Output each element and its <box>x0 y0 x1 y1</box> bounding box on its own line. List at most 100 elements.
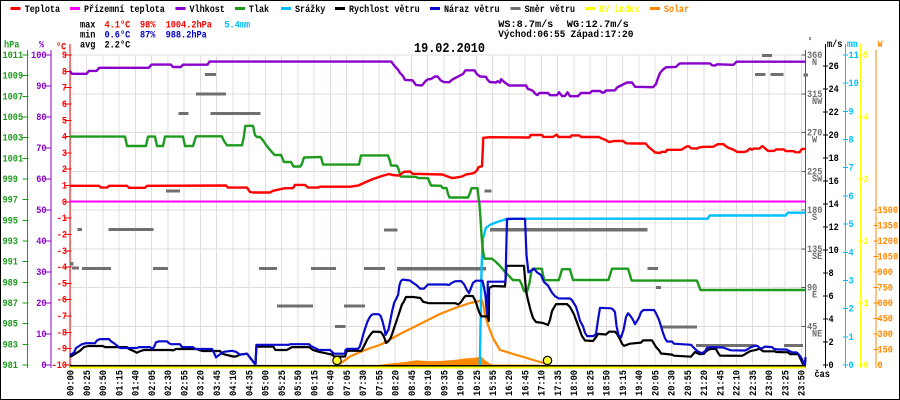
svg-text:100: 100 <box>31 51 46 62</box>
svg-text:1050: 1050 <box>878 253 899 264</box>
svg-text:993: 993 <box>3 237 18 248</box>
svg-text:5: 5 <box>864 51 869 62</box>
svg-text:1: 1 <box>62 182 67 193</box>
svg-text:45: 45 <box>807 322 817 333</box>
svg-text:-2: -2 <box>57 230 67 241</box>
svg-text:70: 70 <box>36 144 46 155</box>
svg-text:23:00: 23:00 <box>765 370 776 396</box>
svg-text:10: 10 <box>36 330 46 341</box>
svg-text:-7: -7 <box>57 312 67 323</box>
svg-text:98%: 98% <box>140 21 155 32</box>
svg-text:315: 315 <box>807 90 822 101</box>
svg-text:10:00: 10:00 <box>457 370 468 396</box>
svg-text:-1: -1 <box>57 214 67 225</box>
svg-text:min: min <box>80 30 95 42</box>
svg-text:0: 0 <box>864 361 869 372</box>
svg-text:02:30: 02:30 <box>164 370 175 396</box>
svg-text:03:20: 03:20 <box>197 370 208 396</box>
svg-text:E: E <box>812 291 817 302</box>
svg-text:30: 30 <box>36 268 46 279</box>
svg-text:1001: 1001 <box>3 154 24 165</box>
svg-text:1350: 1350 <box>878 222 899 233</box>
svg-text:20: 20 <box>36 299 46 310</box>
svg-text:40: 40 <box>36 237 46 248</box>
svg-text:50: 50 <box>36 206 46 217</box>
svg-text:UV index: UV index <box>599 4 639 16</box>
svg-text:1004.2hPa: 1004.2hPa <box>166 20 212 32</box>
svg-text:0: 0 <box>829 361 834 372</box>
svg-text:-8: -8 <box>57 328 67 339</box>
svg-text:23:25: 23:25 <box>781 370 792 396</box>
svg-text:°: ° <box>808 36 812 48</box>
svg-text:°C: °C <box>56 42 66 54</box>
svg-text:4: 4 <box>849 248 854 259</box>
svg-text:02:55: 02:55 <box>180 370 191 396</box>
svg-text:4: 4 <box>829 315 834 326</box>
svg-text:20:30: 20:30 <box>668 370 679 396</box>
svg-text:1200: 1200 <box>878 237 899 248</box>
svg-text:Vlhkost: Vlhkost <box>190 4 225 16</box>
svg-text:00:00: 00:00 <box>67 370 78 396</box>
svg-text:Východ:06:55: Východ:06:55 <box>498 29 565 41</box>
svg-text:26: 26 <box>829 62 839 73</box>
svg-text:N: N <box>812 58 817 69</box>
svg-text:-10: -10 <box>52 361 67 372</box>
svg-text:02:05: 02:05 <box>148 370 159 396</box>
svg-text:6: 6 <box>62 100 67 111</box>
svg-text:6: 6 <box>849 192 854 203</box>
svg-text:900: 900 <box>878 268 893 279</box>
svg-text:750: 750 <box>878 284 893 295</box>
svg-text:-9: -9 <box>57 345 67 356</box>
svg-text:19:40: 19:40 <box>635 370 646 396</box>
svg-text:90: 90 <box>807 284 817 295</box>
svg-text:18:00: 18:00 <box>570 370 581 396</box>
svg-text:8: 8 <box>849 136 854 147</box>
svg-text:11: 11 <box>849 51 859 62</box>
svg-text:150: 150 <box>878 346 893 357</box>
svg-text:1003: 1003 <box>3 134 24 145</box>
svg-text:10:25: 10:25 <box>473 370 484 396</box>
svg-text:08:20: 08:20 <box>392 370 403 396</box>
svg-text:0: 0 <box>849 361 854 372</box>
svg-text:W: W <box>878 40 883 51</box>
svg-text:1500: 1500 <box>878 206 899 217</box>
svg-text:7: 7 <box>849 164 854 175</box>
svg-text:-4: -4 <box>57 263 67 274</box>
svg-text:180: 180 <box>807 206 822 217</box>
svg-text:Tlak: Tlak <box>249 4 269 16</box>
svg-text:04:10: 04:10 <box>229 370 240 396</box>
svg-text:m/s: m/s <box>827 39 842 51</box>
svg-text:mm: mm <box>847 40 857 51</box>
svg-text:10: 10 <box>829 246 839 257</box>
svg-text:06:40: 06:40 <box>327 370 338 396</box>
svg-text:08:45: 08:45 <box>408 370 419 396</box>
svg-text:W: W <box>812 136 817 147</box>
svg-text:NW: NW <box>812 97 822 108</box>
svg-text:17:35: 17:35 <box>554 370 565 396</box>
svg-text:23:50: 23:50 <box>798 370 809 396</box>
svg-text:hPa: hPa <box>4 40 19 52</box>
svg-text:Solar: Solar <box>664 4 689 16</box>
svg-text:21:20: 21:20 <box>700 370 711 396</box>
svg-text:max: max <box>80 21 95 32</box>
svg-text:05:00: 05:00 <box>262 370 273 396</box>
svg-text:2: 2 <box>829 338 834 349</box>
svg-text:10: 10 <box>849 79 859 90</box>
svg-text:8: 8 <box>829 269 834 280</box>
svg-text:24: 24 <box>829 85 839 96</box>
svg-text:Západ:17:20: Západ:17:20 <box>571 29 634 41</box>
svg-text:5.4mm: 5.4mm <box>224 21 250 32</box>
svg-text:270: 270 <box>807 129 822 140</box>
svg-text:1005: 1005 <box>3 113 24 124</box>
svg-text:985: 985 <box>3 320 18 331</box>
svg-text:995: 995 <box>3 216 18 227</box>
svg-text:07:30: 07:30 <box>359 370 370 396</box>
svg-text:999: 999 <box>3 175 18 186</box>
svg-text:3: 3 <box>62 149 67 160</box>
svg-text:00:25: 00:25 <box>83 370 94 396</box>
svg-text:NE: NE <box>812 329 822 340</box>
svg-text:S: S <box>812 213 817 224</box>
svg-text:8: 8 <box>62 67 67 78</box>
svg-text:4: 4 <box>864 113 869 124</box>
svg-text:WG:12.7m/s: WG:12.7m/s <box>567 19 629 31</box>
